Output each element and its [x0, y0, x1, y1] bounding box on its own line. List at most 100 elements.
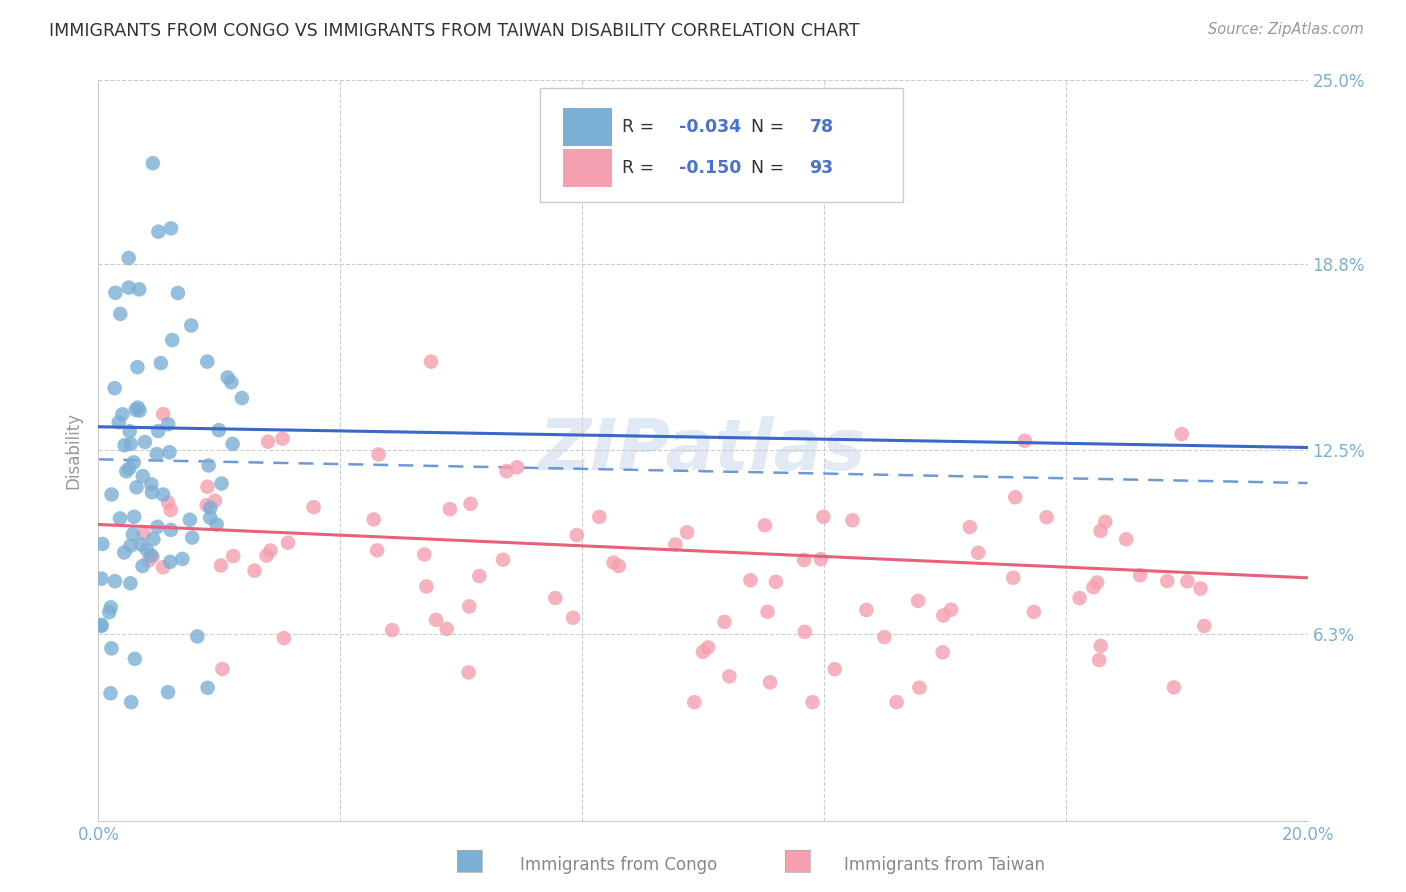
Text: -0.150: -0.150 — [679, 159, 741, 177]
Point — [100, 641, 122, 656]
Point — [907, 594, 929, 608]
Point — [221, 376, 243, 390]
Point — [114, 438, 136, 452]
Point — [198, 510, 221, 524]
Point — [793, 553, 815, 567]
Point — [740, 573, 762, 587]
Point — [1156, 574, 1178, 588]
Point — [118, 461, 141, 475]
Point — [801, 695, 824, 709]
Point — [141, 477, 163, 491]
Point — [142, 532, 165, 546]
Point — [562, 610, 585, 624]
Point — [683, 695, 706, 709]
Point — [172, 552, 194, 566]
Text: N =: N = — [751, 159, 790, 177]
Point — [132, 525, 155, 540]
Point — [131, 559, 153, 574]
Point — [209, 558, 232, 573]
Point — [128, 403, 150, 417]
Point — [273, 631, 295, 645]
Text: Source: ZipAtlas.com: Source: ZipAtlas.com — [1208, 22, 1364, 37]
Point — [132, 469, 155, 483]
Point — [1189, 582, 1212, 596]
Point — [124, 652, 146, 666]
Point — [90, 619, 112, 633]
Point — [134, 434, 156, 449]
Point — [718, 669, 741, 683]
Point — [127, 401, 149, 415]
Point — [697, 640, 720, 655]
Point — [468, 569, 491, 583]
Point — [100, 686, 122, 700]
Point — [159, 445, 181, 459]
Point — [415, 579, 437, 593]
Point — [1163, 681, 1185, 695]
Point — [1194, 619, 1216, 633]
Point — [1090, 524, 1112, 538]
Point — [100, 600, 122, 615]
Point — [157, 495, 180, 509]
Point — [363, 512, 385, 526]
Point — [127, 360, 149, 375]
FancyBboxPatch shape — [562, 149, 613, 186]
Point — [217, 370, 239, 384]
Text: 78: 78 — [810, 118, 834, 136]
Point — [813, 509, 835, 524]
Point — [118, 424, 141, 438]
Point — [1094, 515, 1116, 529]
Point — [457, 665, 479, 680]
Point — [204, 493, 226, 508]
Point — [160, 333, 183, 347]
Point — [565, 528, 588, 542]
Text: Immigrants from Congo: Immigrants from Congo — [520, 856, 717, 874]
Point — [179, 513, 201, 527]
Point — [205, 517, 228, 532]
Point — [420, 354, 443, 368]
Point — [125, 402, 148, 417]
Point — [1002, 571, 1025, 585]
Point — [159, 555, 181, 569]
Point — [104, 285, 127, 300]
Point — [824, 662, 846, 676]
Point — [1069, 591, 1091, 606]
Point — [460, 497, 482, 511]
Point — [118, 280, 141, 294]
Point — [873, 630, 896, 644]
Point — [195, 354, 218, 368]
Point — [110, 307, 132, 321]
Point — [112, 545, 135, 559]
FancyBboxPatch shape — [562, 108, 613, 145]
Text: 93: 93 — [810, 159, 834, 177]
Point — [200, 500, 222, 515]
Point — [271, 432, 294, 446]
Point — [197, 458, 219, 473]
Point — [142, 156, 165, 170]
Point — [495, 464, 517, 478]
Point — [180, 318, 202, 333]
Point — [588, 510, 610, 524]
Point — [159, 503, 181, 517]
Point — [152, 487, 174, 501]
Point — [1088, 653, 1111, 667]
Text: IMMIGRANTS FROM CONGO VS IMMIGRANTS FROM TAIWAN DISABILITY CORRELATION CHART: IMMIGRANTS FROM CONGO VS IMMIGRANTS FROM… — [49, 22, 859, 40]
Point — [115, 464, 138, 478]
Point — [243, 564, 266, 578]
Text: N =: N = — [751, 118, 790, 136]
Point — [108, 511, 131, 525]
Point — [754, 518, 776, 533]
Point — [125, 480, 148, 494]
Point — [756, 605, 779, 619]
Point — [159, 523, 181, 537]
Point — [492, 552, 515, 566]
Point — [148, 225, 170, 239]
Text: Immigrants from Taiwan: Immigrants from Taiwan — [844, 856, 1045, 874]
Point — [148, 424, 170, 438]
Point — [692, 645, 714, 659]
Point — [197, 681, 219, 695]
Point — [932, 608, 955, 623]
Point — [1035, 510, 1057, 524]
Point — [959, 520, 981, 534]
Point — [367, 448, 389, 462]
Point — [122, 455, 145, 469]
